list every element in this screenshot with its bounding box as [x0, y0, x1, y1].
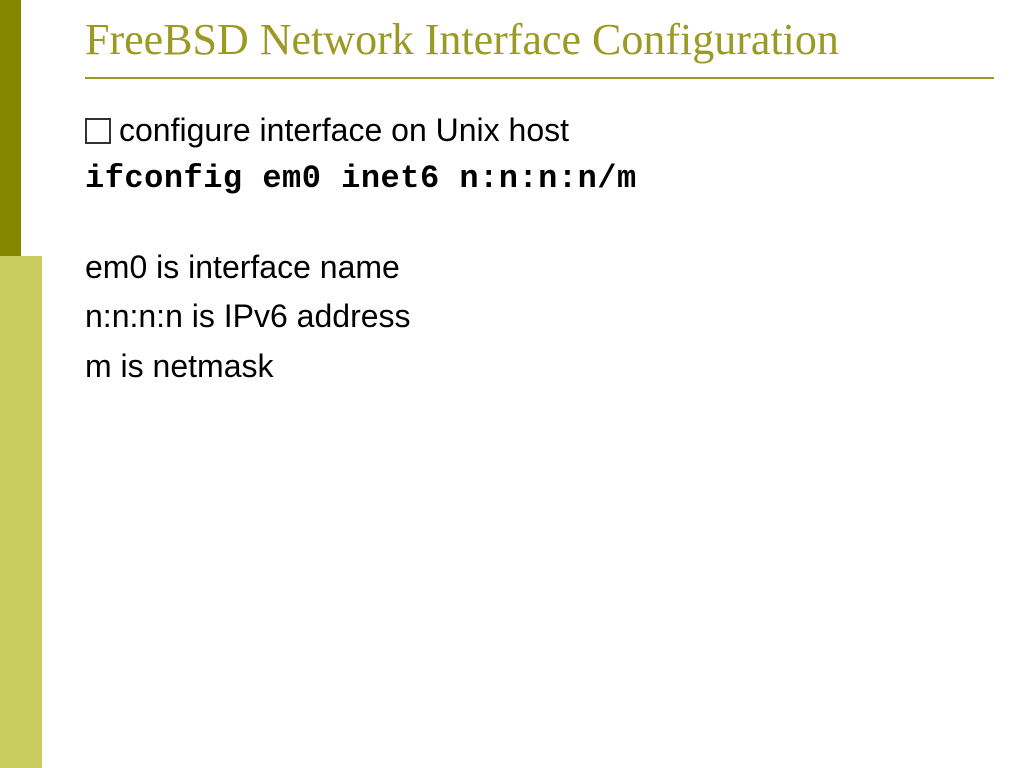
slide-title: FreeBSD Network Interface Configuration: [85, 10, 994, 69]
slide-body: configure interface on Unix host ifconfi…: [85, 107, 994, 391]
desc-line-1: n:n:n:n is IPv6 address: [85, 292, 994, 342]
desc-line-0: em0 is interface name: [85, 243, 994, 293]
bullet-line: configure interface on Unix host: [85, 107, 994, 153]
sidebar-accent-top: [0, 0, 21, 256]
sidebar-accent-bottom: [0, 256, 42, 768]
desc-line-2: m is netmask: [85, 342, 994, 392]
title-underline: [85, 77, 994, 79]
slide-content: FreeBSD Network Interface Configuration …: [85, 10, 994, 392]
slide-sidebar: [0, 0, 42, 768]
bullet-text: configure interface on Unix host: [119, 107, 569, 153]
bullet-square-icon: [85, 118, 111, 144]
command-line: ifconfig em0 inet6 n:n:n:n/m: [85, 160, 994, 197]
spacer: [85, 197, 994, 243]
